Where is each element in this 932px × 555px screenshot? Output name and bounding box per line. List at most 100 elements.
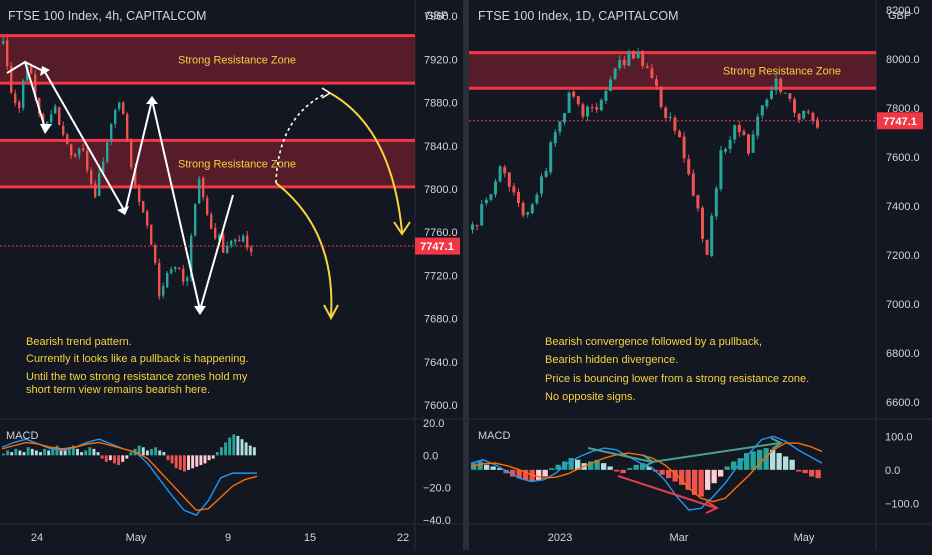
right-candle [576, 95, 580, 107]
left-price-tick-label: 7760.0 [424, 227, 458, 239]
right-macd-histogram-bar [542, 469, 548, 477]
left-macd-histogram-bar [129, 452, 133, 456]
left-resistance-zone-2 [0, 140, 415, 187]
right-price-tick-label: 7400.0 [886, 201, 920, 213]
right-candle [526, 211, 530, 218]
left-macd-histogram-bar [252, 447, 256, 456]
right-candle [737, 121, 741, 137]
left-zone-2-label: Strong Resistance Zone [178, 159, 296, 171]
right-notes: Bearish convergence followed by a pullba… [545, 336, 809, 403]
left-candle [14, 89, 17, 107]
right-macd-histogram-bar [640, 463, 646, 470]
right-macd-histogram-bar [484, 464, 490, 470]
right-macd-histogram-bar [568, 458, 574, 470]
right-candle [802, 110, 806, 120]
right-candle [530, 202, 534, 215]
left-candle [74, 152, 77, 158]
left-candle [154, 243, 157, 266]
right-candles [471, 48, 819, 258]
left-macd-histogram-bar [67, 447, 71, 456]
left-resistance-zone-1 [0, 35, 415, 84]
left-last-price-box [415, 237, 460, 255]
left-zone-1-label: Strong Resistance Zone [178, 54, 296, 66]
right-candle [604, 88, 608, 104]
left-note-line: Currently it looks like a pullback is ha… [26, 353, 249, 365]
right-macd-histogram-bar [627, 468, 633, 470]
right-candle [806, 109, 810, 115]
right-macd-histogram-bar [692, 469, 698, 495]
left-time-tick-label: 9 [225, 532, 231, 544]
left-candle [166, 271, 169, 289]
left-macd-histogram-bar [100, 455, 104, 459]
right-macd-histogram-bar [646, 466, 652, 470]
left-candle [170, 266, 173, 275]
left-candle [246, 231, 249, 251]
right-macd-histogram-bar [718, 469, 724, 477]
left-macd-histogram-bar [92, 448, 96, 456]
left-candle [54, 103, 57, 114]
left-macd-histogram-bar [166, 455, 170, 461]
left-candle [58, 106, 61, 126]
right-candle [590, 104, 594, 113]
left-candle [146, 209, 149, 229]
right-macd-histogram-bar [763, 448, 769, 470]
left-macd-histogram-bar [96, 452, 100, 456]
right-candle [572, 90, 576, 99]
left-note-line: Bearish trend pattern. [26, 336, 132, 348]
right-candle [512, 182, 516, 196]
left-time-tick-label: May [126, 532, 147, 544]
right-macd-histogram-bar [783, 456, 789, 470]
left-time-tick-label: 22 [397, 532, 409, 544]
left-macd-histogram-bar [10, 452, 14, 456]
left-candle [70, 143, 73, 159]
right-macd-histogram-bar [575, 459, 581, 470]
right-candle [811, 111, 815, 125]
left-macd-histogram-bar [63, 450, 67, 456]
right-macd-histogram-bar [601, 463, 607, 470]
right-candle [756, 113, 760, 140]
right-macd-histogram-bar [731, 461, 737, 470]
left-candle [98, 169, 101, 197]
left-macd-histogram-bar [121, 455, 125, 462]
right-candle [535, 192, 539, 206]
right-macd-histogram-bar [796, 469, 802, 472]
right-candle [797, 112, 801, 124]
left-candle [210, 211, 213, 230]
left-macd-histogram-bar [76, 448, 79, 456]
left-macd-histogram-bar [43, 448, 47, 456]
left-macd-tick-label: −40.0 [423, 515, 451, 527]
right-note-line: No opposite signs. [545, 391, 636, 403]
right-candle [659, 86, 663, 110]
right-candle [567, 90, 571, 114]
left-macd-label: MACD [6, 430, 38, 442]
left-macd-histogram-bar [174, 455, 178, 469]
left-macd-histogram-bar [240, 439, 244, 456]
left-macd-histogram-bar [145, 450, 149, 456]
right-price-tick-label: 7800.0 [886, 103, 920, 115]
right-macd-histogram-bar [744, 453, 750, 470]
right-candle [471, 221, 474, 234]
left-candle [62, 121, 65, 137]
left-candle [174, 266, 177, 273]
right-candle [595, 102, 599, 113]
right-candle [774, 74, 778, 95]
left-note-line: Until the two strong resistance zones ho… [26, 371, 248, 383]
left-note-line: short term view remains bearish here. [26, 384, 210, 396]
left-macd-histogram-bar [22, 452, 26, 456]
left-price-tick-label: 7840.0 [424, 141, 458, 153]
right-price-tick-label: 6800.0 [886, 348, 920, 360]
right-macd-histogram-bar [490, 466, 496, 470]
right-price-tick-label: 8000.0 [886, 54, 920, 66]
right-macd-histogram-bar [705, 469, 711, 490]
right-candle [724, 147, 727, 154]
right-candle [682, 132, 686, 163]
left-macd-histogram-bar [224, 442, 228, 456]
left-macd-histogram-bar [117, 455, 121, 466]
right-macd-histogram-bar [724, 466, 730, 470]
right-candle [613, 67, 617, 81]
left-notes: Bearish trend pattern. Currently it looks… [26, 336, 249, 396]
right-candle [553, 129, 557, 147]
left-candle [198, 175, 201, 204]
left-candle [118, 101, 121, 112]
left-macd-histogram-bar [219, 447, 223, 456]
